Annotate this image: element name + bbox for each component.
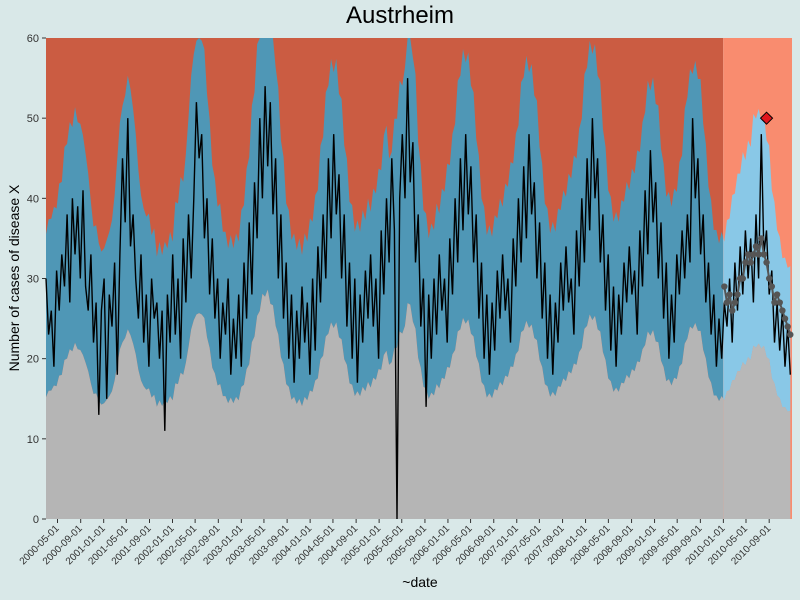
predicted-cases-point — [742, 259, 749, 266]
outbreak-marker — [759, 111, 774, 125]
predicted-cases-point — [752, 243, 760, 250]
predicted-cases-point — [776, 299, 783, 306]
band-pred — [723, 108, 791, 412]
predicted-cases-point — [731, 299, 739, 306]
x-axis-label: ~date — [402, 574, 438, 590]
predicted-cases-point — [726, 291, 733, 298]
predicted-cases-point — [729, 307, 736, 314]
predicted-cases-point — [773, 291, 781, 298]
below-band-pred — [723, 343, 791, 519]
predicted-cases-point — [750, 251, 757, 258]
predicted-cases-point — [763, 259, 770, 266]
y-tick-label: 10 — [27, 434, 39, 446]
predicted-cases-point — [771, 299, 778, 306]
y-tick-label: 0 — [33, 514, 39, 526]
y-tick-label: 20 — [27, 354, 39, 366]
predicted-cases-point — [758, 235, 765, 242]
series-points — [721, 111, 794, 338]
y-axis: 0 10 20 30 40 50 60 — [27, 33, 46, 526]
y-tick-label: 60 — [27, 33, 39, 45]
predicted-cases-point — [781, 315, 789, 322]
x-axis: 2000-05-012000-09-012001-01-012001-05-01… — [18, 519, 774, 567]
predicted-cases-point — [744, 251, 752, 258]
y-tick-label: 30 — [27, 274, 39, 286]
predicted-cases-point — [779, 307, 786, 314]
below-band-base — [46, 289, 724, 519]
predicted-cases-point — [787, 331, 794, 338]
predicted-cases-point — [784, 323, 791, 330]
predicted-cases-point — [755, 251, 762, 258]
predicted-cases-point — [747, 259, 754, 266]
predicted-cases-point — [721, 283, 728, 290]
cases-line — [45, 78, 791, 520]
predicted-cases-point — [765, 275, 773, 282]
chart-title: Austrheim — [345, 2, 455, 29]
predicted-cases-point — [739, 275, 746, 282]
y-tick-label: 40 — [27, 193, 39, 205]
predicted-cases-point — [768, 283, 776, 290]
predicted-cases-point — [734, 291, 741, 298]
y-tick-label: 50 — [27, 113, 39, 125]
predicted-cases-point — [723, 299, 731, 306]
predicted-cases-point — [760, 251, 768, 258]
